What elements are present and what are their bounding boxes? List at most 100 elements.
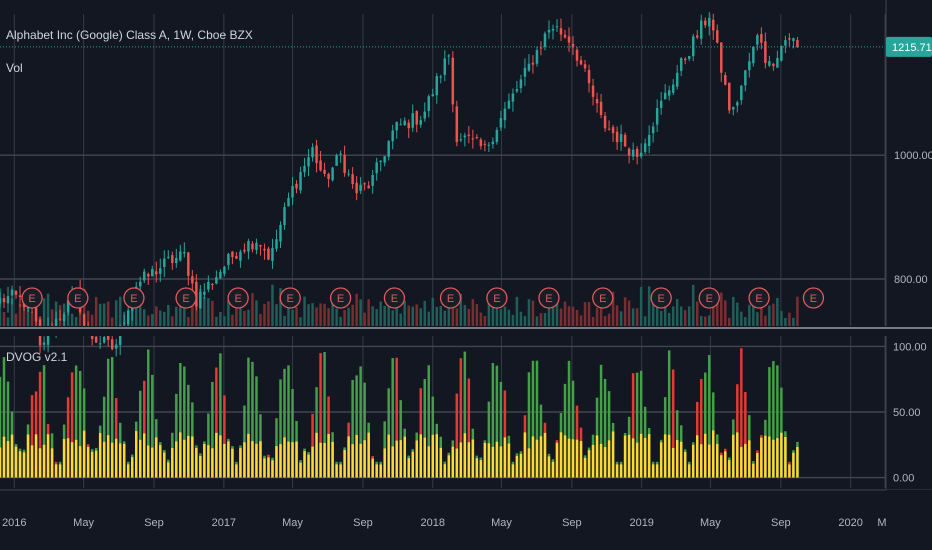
earnings-marker — [279, 287, 301, 309]
candle-body — [555, 26, 559, 28]
earnings-marker-label: E — [545, 293, 552, 305]
volume-bar — [784, 317, 787, 326]
dvog-total-bar — [736, 384, 739, 478]
volume-bar — [495, 297, 499, 326]
candle-body — [700, 20, 703, 39]
dvog-total-bar — [179, 363, 182, 478]
candle-body — [299, 172, 302, 191]
symbol-title[interactable]: Alphabet Inc (Google) Class A, 1W, Cboe … — [6, 28, 253, 42]
dvog-total-bar — [243, 405, 246, 478]
candle-body — [764, 41, 767, 64]
dvog-total-bar — [631, 373, 635, 478]
dvog-total-bar — [215, 367, 218, 478]
candle-body — [343, 155, 346, 174]
candle-body — [655, 108, 659, 125]
dvog-base-bar — [491, 446, 495, 478]
volume-bar — [299, 317, 302, 326]
earnings-marker — [329, 287, 352, 309]
dvog-total-bar — [768, 367, 771, 478]
candle-body — [207, 281, 210, 290]
dvog-base-bar — [279, 444, 282, 478]
dvog-total-bar — [667, 350, 671, 478]
dvog-base-bar — [287, 441, 290, 478]
candle-body — [687, 56, 691, 59]
volume-bar — [6, 317, 10, 326]
dvog-total-bar — [635, 372, 639, 478]
candle-body — [704, 20, 707, 26]
earnings-marker-label: E — [337, 293, 344, 305]
candle-body — [279, 224, 282, 242]
dvog-total-bar — [351, 379, 354, 478]
volume-legend[interactable]: Vol — [6, 61, 23, 75]
candle-body — [58, 318, 62, 320]
volume-bar — [467, 308, 471, 326]
candle-body — [335, 155, 338, 166]
dvog-base-bar — [50, 448, 54, 478]
volume-bar — [543, 313, 547, 326]
dvog-base-bar — [30, 445, 34, 478]
volume-bar — [611, 291, 615, 326]
candle-body — [471, 138, 475, 140]
dvog-base-bar — [459, 442, 463, 478]
dvog-base-bar — [259, 441, 262, 478]
candle-body — [395, 121, 398, 131]
candle-body — [0, 297, 2, 304]
volume-bar — [679, 306, 683, 326]
earnings-marker-label: E — [658, 293, 665, 305]
candle-body — [287, 197, 290, 207]
dvog-base-bar — [547, 456, 551, 478]
volume-bar — [383, 305, 386, 326]
candle-body — [14, 290, 18, 295]
volume-bar — [415, 304, 418, 326]
dvog-base-bar — [275, 446, 278, 478]
dvog-base-bar — [207, 445, 210, 478]
candle-body — [507, 100, 511, 109]
candle-body — [691, 36, 695, 57]
dvog-total-bar — [139, 390, 142, 478]
volume-bar — [583, 302, 587, 326]
dvog-total-bar — [567, 360, 571, 478]
dvog-total-bar — [708, 355, 711, 478]
volume-bar — [671, 306, 675, 326]
dvog-base-bar — [303, 451, 306, 478]
dvog-base-bar — [167, 462, 170, 478]
candle-body — [740, 85, 743, 101]
candle-body — [439, 76, 443, 78]
dvog-base-bar — [784, 437, 787, 478]
candle-body — [10, 289, 14, 296]
volume-bar — [519, 311, 523, 326]
dvog-oscillator-bars[interactable] — [0, 348, 799, 478]
volume-bar — [355, 293, 358, 326]
dvog-total-bar — [223, 395, 226, 478]
dvog-base-bar — [311, 446, 314, 478]
dvog-base-bar — [788, 464, 791, 478]
earnings-marker-label: E — [391, 293, 398, 305]
candle-body — [511, 93, 515, 102]
volume-bar — [255, 300, 258, 326]
dvog-total-bar — [399, 400, 402, 478]
candle-body — [760, 33, 763, 43]
dvog-base-bar — [143, 433, 146, 478]
candle-body — [675, 72, 679, 87]
dvog-base-bar — [335, 464, 338, 478]
dvog-legend[interactable]: DVOG v2.1 — [6, 350, 68, 364]
dvog-total-bar — [187, 384, 190, 478]
dvog-base-bar — [26, 434, 30, 478]
dvog-total-bar — [114, 398, 118, 478]
candle-body — [195, 281, 198, 307]
dvog-base-bar — [379, 464, 382, 478]
volume-bar — [523, 316, 527, 326]
volume-bar — [792, 317, 795, 326]
dvog-total-bar — [639, 370, 643, 478]
volume-bar — [90, 314, 94, 326]
candle-body — [231, 251, 234, 258]
volume-bar — [443, 310, 447, 326]
dvog-total-bar — [391, 358, 394, 478]
dvog-base-bar — [327, 433, 330, 478]
volume-bar — [659, 310, 663, 326]
candle-body — [347, 173, 350, 175]
time-tick-label: 2016 — [2, 517, 26, 529]
candle-body — [603, 115, 607, 129]
